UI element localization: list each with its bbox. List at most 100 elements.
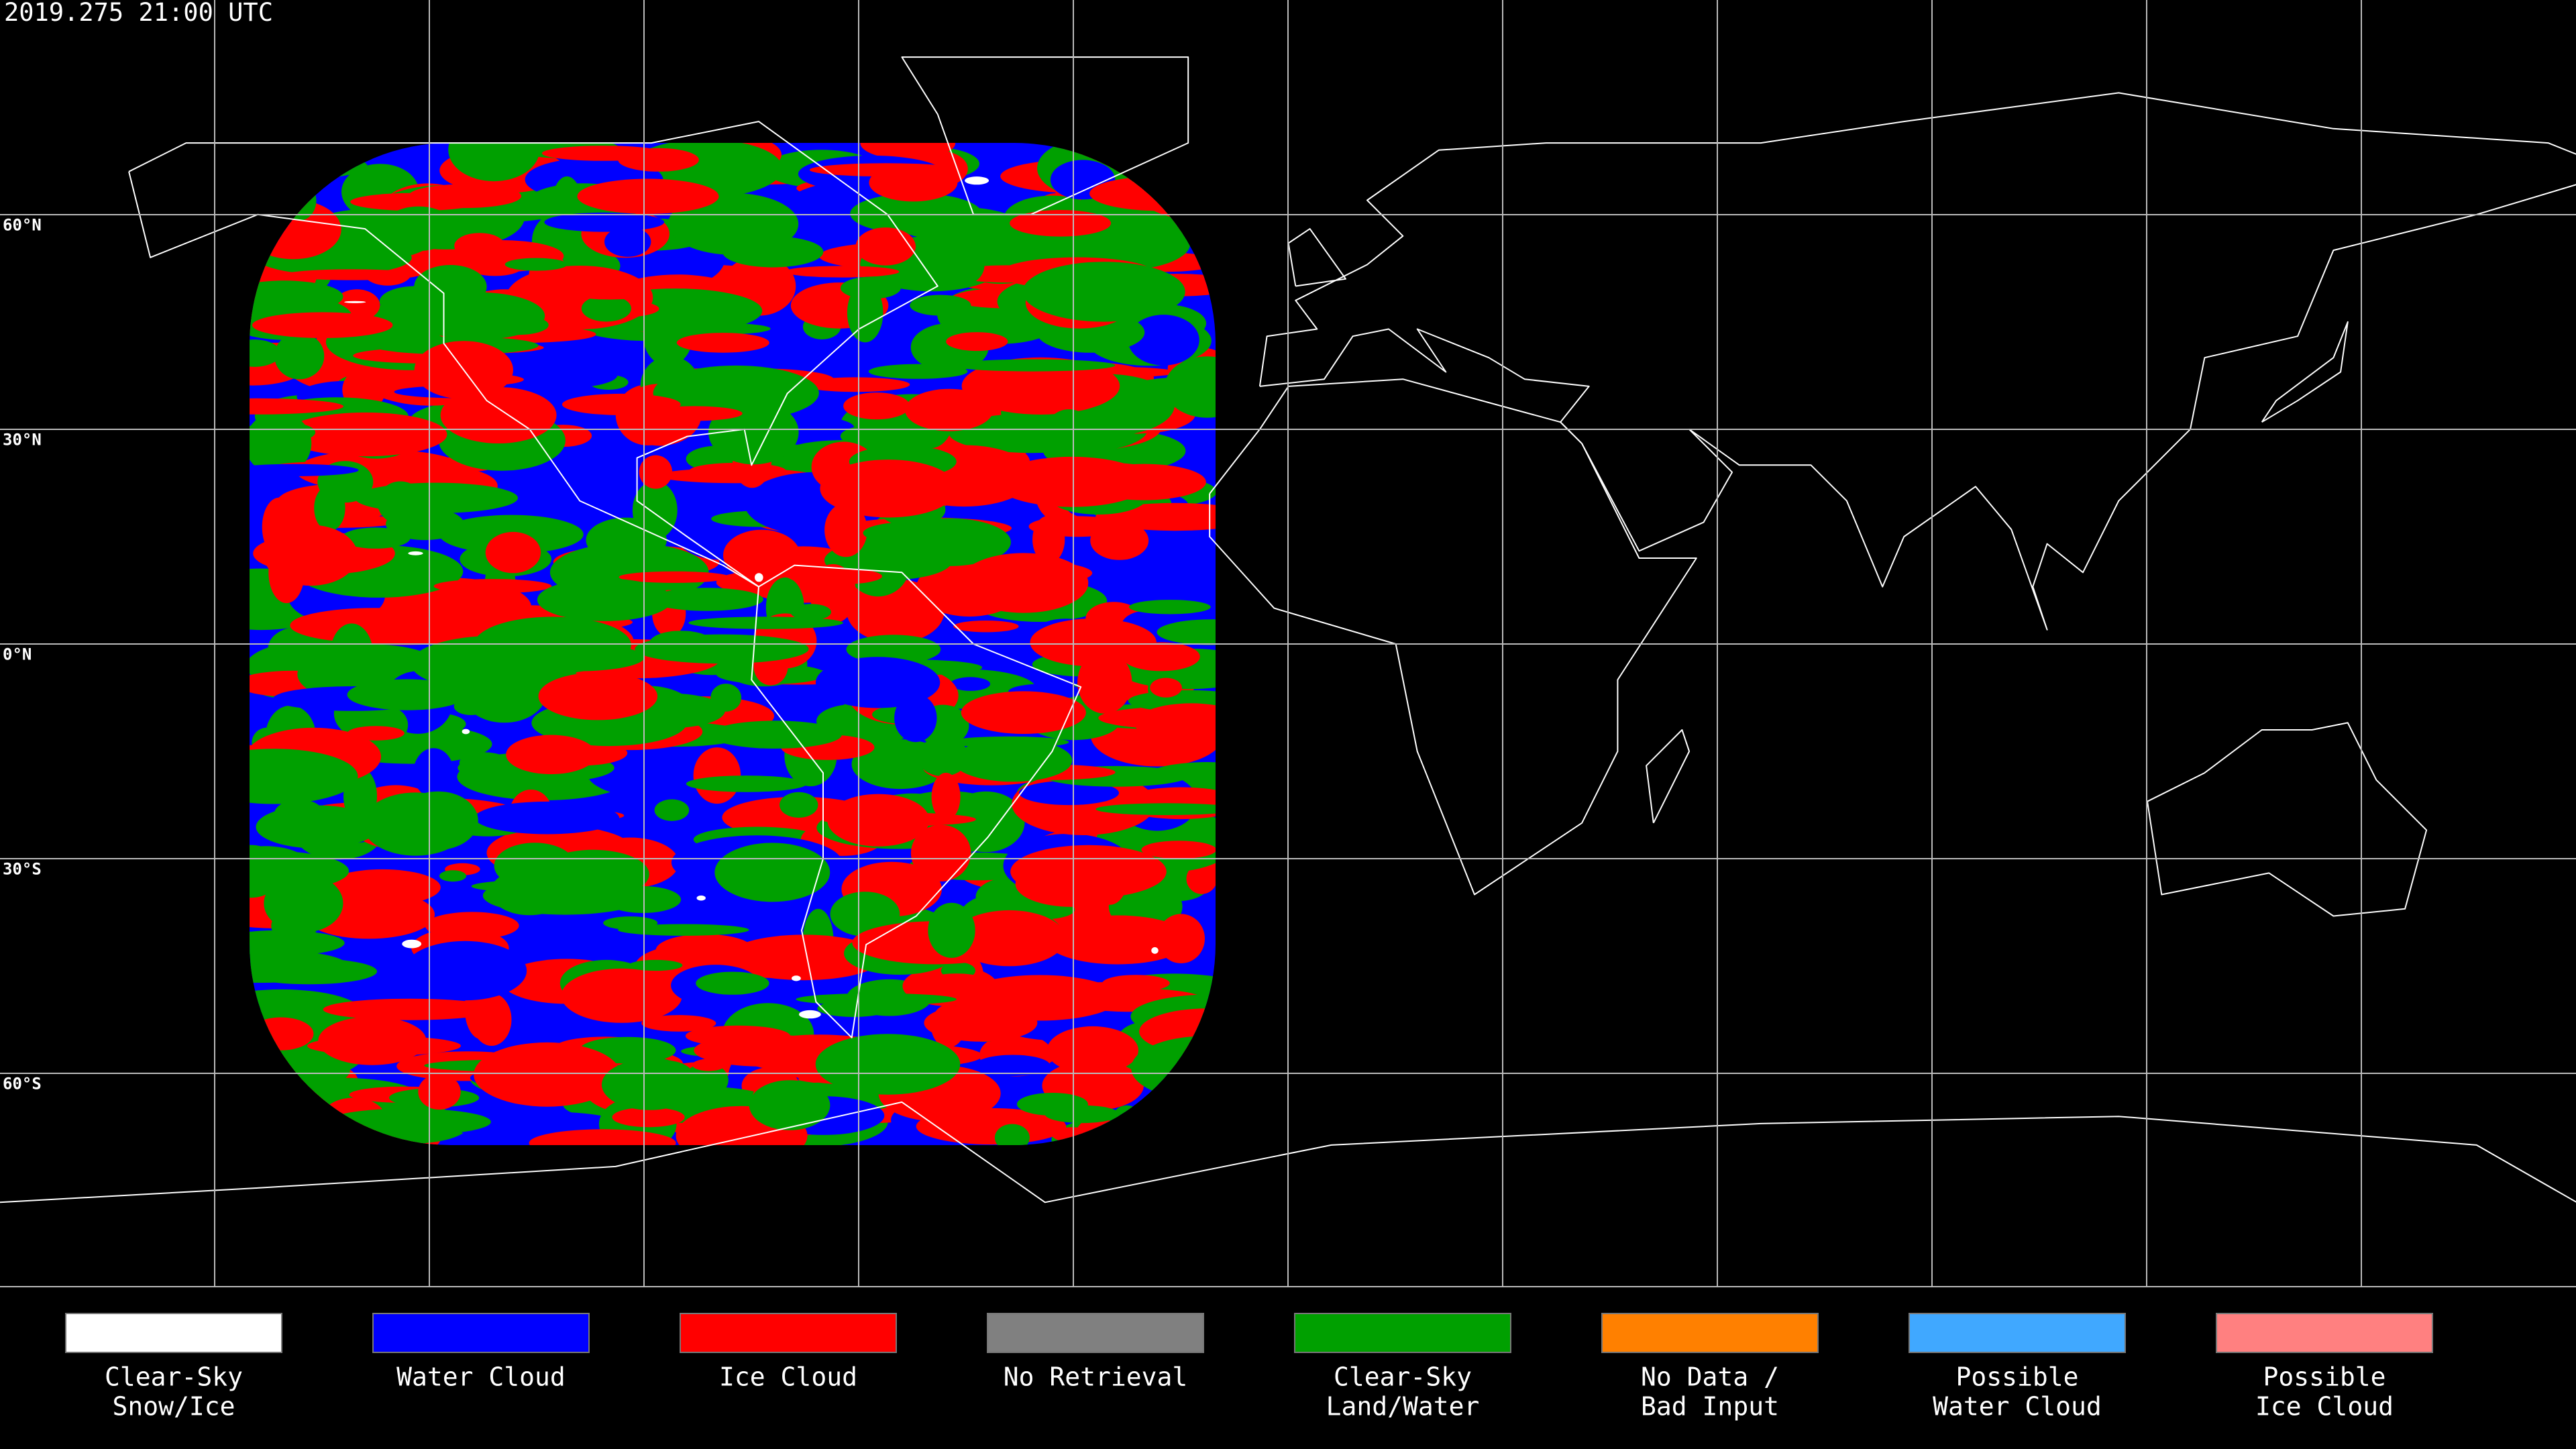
cloud-texture bbox=[344, 301, 366, 303]
cloud-texture bbox=[824, 502, 867, 557]
cloud-texture bbox=[780, 792, 818, 818]
cloud-texture bbox=[1022, 262, 1185, 322]
cloud-texture bbox=[855, 227, 916, 266]
cloud-texture bbox=[965, 176, 989, 185]
cloud-texture bbox=[850, 193, 982, 234]
cloud-texture bbox=[910, 824, 971, 882]
cloud-texture bbox=[928, 902, 975, 958]
cloud-texture bbox=[1164, 356, 1216, 418]
legend-swatch bbox=[372, 1313, 590, 1353]
cloud-texture bbox=[250, 421, 316, 443]
cloud-texture bbox=[846, 635, 941, 664]
legend-swatch bbox=[680, 1313, 897, 1353]
cloud-texture bbox=[696, 895, 706, 901]
cloud-texture bbox=[1151, 947, 1159, 954]
coastline bbox=[1646, 729, 1690, 824]
cloud-texture bbox=[946, 332, 1008, 352]
cloud-texture bbox=[639, 455, 673, 489]
cloud-texture bbox=[408, 551, 423, 555]
legend-label: Water Cloud bbox=[1933, 1392, 2102, 1421]
cloud-texture bbox=[586, 517, 667, 563]
cloud-texture bbox=[544, 212, 665, 232]
cloud-texture bbox=[433, 579, 552, 594]
legend-swatch bbox=[1601, 1313, 1819, 1353]
cloud-texture bbox=[377, 481, 424, 525]
legend-label: Bad Input bbox=[1641, 1392, 1779, 1421]
latitude-label: 60°S bbox=[3, 1075, 42, 1093]
cloud-texture bbox=[726, 934, 883, 981]
coastline bbox=[0, 1101, 2576, 1203]
cloud-texture bbox=[830, 892, 900, 936]
cloud-texture bbox=[694, 1034, 834, 1067]
cloud-texture bbox=[722, 236, 824, 268]
cloud-texture bbox=[1186, 863, 1216, 894]
graticule bbox=[0, 0, 2576, 1287]
cloud-texture bbox=[1129, 600, 1211, 614]
cloud-texture bbox=[284, 269, 420, 280]
coastline bbox=[1258, 92, 2576, 631]
cloud-texture bbox=[641, 1015, 716, 1032]
cloud-texture bbox=[847, 283, 883, 343]
cloud-texture bbox=[471, 879, 639, 894]
cloud-texture bbox=[506, 735, 596, 775]
cloud-texture bbox=[1128, 315, 1199, 366]
cloud-texture bbox=[792, 975, 801, 981]
cloud-texture bbox=[347, 726, 405, 741]
cloud-texture bbox=[1046, 409, 1092, 453]
coastline bbox=[1287, 228, 1346, 287]
cloud-texture bbox=[250, 339, 281, 367]
cloud-texture bbox=[250, 398, 343, 415]
cloud-texture bbox=[318, 1016, 427, 1065]
cloud-texture bbox=[323, 998, 497, 1020]
cloud-texture bbox=[250, 930, 345, 956]
cloud-texture bbox=[950, 677, 991, 691]
cloud-texture bbox=[953, 739, 1073, 782]
cloud-texture bbox=[1032, 515, 1065, 564]
cloud-texture bbox=[486, 315, 549, 335]
cloud-texture bbox=[324, 869, 441, 906]
legend-label: No Data / bbox=[1641, 1362, 1779, 1392]
cloud-texture bbox=[341, 527, 411, 549]
cloud-texture bbox=[454, 233, 505, 259]
coastline bbox=[751, 564, 1082, 1038]
coastline bbox=[2147, 722, 2428, 917]
cloud-texture bbox=[439, 870, 467, 882]
cloud-texture bbox=[738, 850, 804, 893]
cloud-texture bbox=[541, 146, 665, 161]
cloud-texture bbox=[799, 1010, 821, 1019]
cloud-texture bbox=[950, 359, 1116, 372]
cloud-texture bbox=[274, 799, 325, 830]
cloud-texture bbox=[577, 178, 719, 214]
cloud-texture bbox=[961, 691, 1086, 734]
cloud-texture bbox=[654, 799, 690, 821]
cloud-texture bbox=[1141, 841, 1216, 859]
cloud-texture bbox=[1095, 502, 1216, 531]
cloud-texture bbox=[755, 573, 763, 582]
cloud-texture bbox=[994, 1124, 1030, 1145]
cloud-texture bbox=[580, 970, 662, 1000]
cloud-texture bbox=[1046, 1026, 1139, 1075]
cloud-texture bbox=[1010, 210, 1112, 237]
cloud-texture bbox=[350, 193, 481, 211]
cloud-texture bbox=[686, 775, 807, 792]
cloud-texture bbox=[692, 1059, 726, 1071]
latitude-label: 60°N bbox=[3, 216, 42, 235]
cloud-texture bbox=[398, 791, 478, 850]
cloud-texture bbox=[250, 464, 359, 476]
cloud-texture bbox=[268, 542, 305, 604]
cloud-texture bbox=[953, 621, 1019, 633]
cloud-texture bbox=[635, 634, 809, 664]
cloud-texture bbox=[619, 571, 730, 583]
cloud-texture bbox=[975, 1055, 1051, 1077]
latitude-label: 30°S bbox=[3, 860, 42, 879]
cloud-texture bbox=[696, 971, 769, 995]
cloud-texture bbox=[618, 924, 749, 936]
cloud-texture bbox=[1157, 619, 1216, 645]
cloud-texture bbox=[723, 529, 800, 581]
cloud-texture bbox=[411, 635, 582, 692]
legend-swatch bbox=[1909, 1313, 2126, 1353]
cloud-texture bbox=[284, 412, 447, 457]
cloud-texture bbox=[1015, 861, 1128, 907]
